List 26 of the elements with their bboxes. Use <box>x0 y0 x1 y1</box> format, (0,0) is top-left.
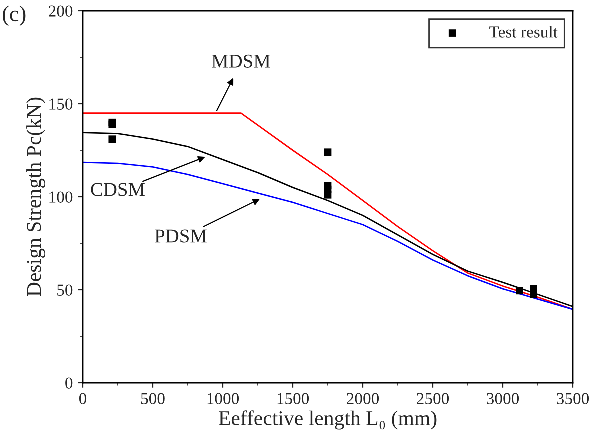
x-tick-label: 1000 <box>208 393 240 404</box>
x-axis-title: Eeffective length L₀ (mm) <box>219 410 437 430</box>
x-tick-label: 0 <box>79 393 87 404</box>
point <box>108 136 116 144</box>
legend-label: Test result <box>490 26 558 38</box>
x-tick-label: 2000 <box>347 393 380 404</box>
point <box>530 290 538 298</box>
text: (c) <box>2 6 26 26</box>
annotation: MDSM <box>212 54 270 68</box>
line-series <box>83 162 573 310</box>
y-tick-label: 100 <box>50 192 73 203</box>
x-tick-label: 3500 <box>557 393 590 404</box>
point <box>516 287 524 295</box>
x-tick-label: 3000 <box>487 393 520 404</box>
y-tick-label: 0 <box>66 378 73 389</box>
x-tick-label: 2500 <box>417 393 450 404</box>
y-tick-label: 200 <box>49 6 73 17</box>
x-tick-label: 1500 <box>278 393 310 404</box>
annotation: PDSM <box>155 230 207 243</box>
y-tick-label: 150 <box>50 98 73 110</box>
x-tick-label: 500 <box>141 393 165 404</box>
point <box>324 148 332 156</box>
y-axis-title: Design Strength Pc(kN) <box>26 98 46 297</box>
annotation: CDSM <box>91 183 145 196</box>
y-tick-label: 50 <box>58 284 73 296</box>
point <box>324 191 332 199</box>
